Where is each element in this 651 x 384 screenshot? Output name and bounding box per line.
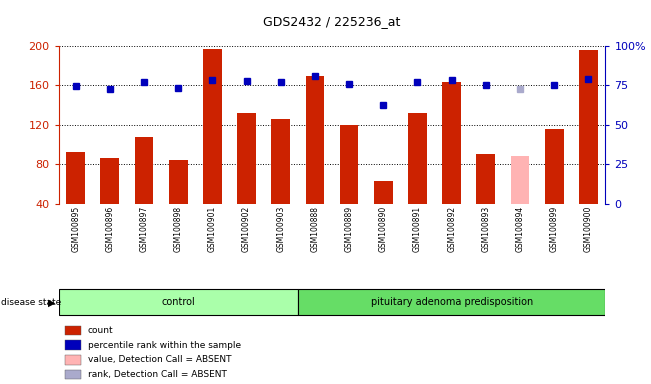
Text: GSM100892: GSM100892 (447, 206, 456, 252)
Bar (169, 160, 187, 204)
Text: GSM100895: GSM100895 (71, 206, 80, 252)
Bar (65, 370, 81, 379)
Bar (66, 152, 85, 204)
Bar (305, 76, 324, 204)
Text: pituitary adenoma predisposition: pituitary adenoma predisposition (370, 297, 533, 308)
Text: GSM100902: GSM100902 (242, 206, 251, 252)
Text: GSM100894: GSM100894 (516, 206, 525, 252)
Text: GSM100899: GSM100899 (549, 206, 559, 252)
Text: count: count (88, 326, 113, 335)
Text: percentile rank within the sample: percentile rank within the sample (88, 341, 241, 349)
Text: GSM100890: GSM100890 (379, 206, 388, 252)
Text: control: control (161, 297, 195, 308)
Bar (442, 83, 461, 204)
Bar (579, 50, 598, 204)
Text: GDS2432 / 225236_at: GDS2432 / 225236_at (263, 15, 401, 28)
FancyBboxPatch shape (298, 290, 605, 315)
Bar (65, 340, 81, 350)
Text: rank, Detection Call = ABSENT: rank, Detection Call = ABSENT (88, 370, 227, 379)
Bar (100, 158, 119, 204)
Bar (65, 355, 81, 364)
Text: ▶: ▶ (48, 297, 55, 308)
Bar (408, 113, 427, 204)
Text: value, Detection Call = ABSENT: value, Detection Call = ABSENT (88, 355, 231, 364)
Bar (135, 137, 154, 204)
Text: GSM100901: GSM100901 (208, 206, 217, 252)
Text: GSM100888: GSM100888 (311, 206, 320, 252)
Text: GSM100897: GSM100897 (139, 206, 148, 252)
Text: GSM100900: GSM100900 (584, 206, 593, 252)
Bar (237, 113, 256, 204)
Text: GSM100893: GSM100893 (481, 206, 490, 252)
Bar (271, 119, 290, 204)
Text: GSM100896: GSM100896 (105, 206, 115, 252)
Text: GSM100898: GSM100898 (174, 206, 183, 252)
Text: GSM100903: GSM100903 (276, 206, 285, 252)
Bar (65, 326, 81, 335)
Bar (374, 181, 393, 204)
FancyBboxPatch shape (59, 290, 298, 315)
Text: GSM100891: GSM100891 (413, 206, 422, 252)
Bar (545, 129, 564, 204)
Bar (510, 156, 529, 204)
Bar (477, 154, 495, 204)
Text: disease state: disease state (1, 298, 61, 307)
Bar (203, 49, 222, 204)
Text: GSM100889: GSM100889 (344, 206, 353, 252)
Bar (340, 125, 359, 204)
